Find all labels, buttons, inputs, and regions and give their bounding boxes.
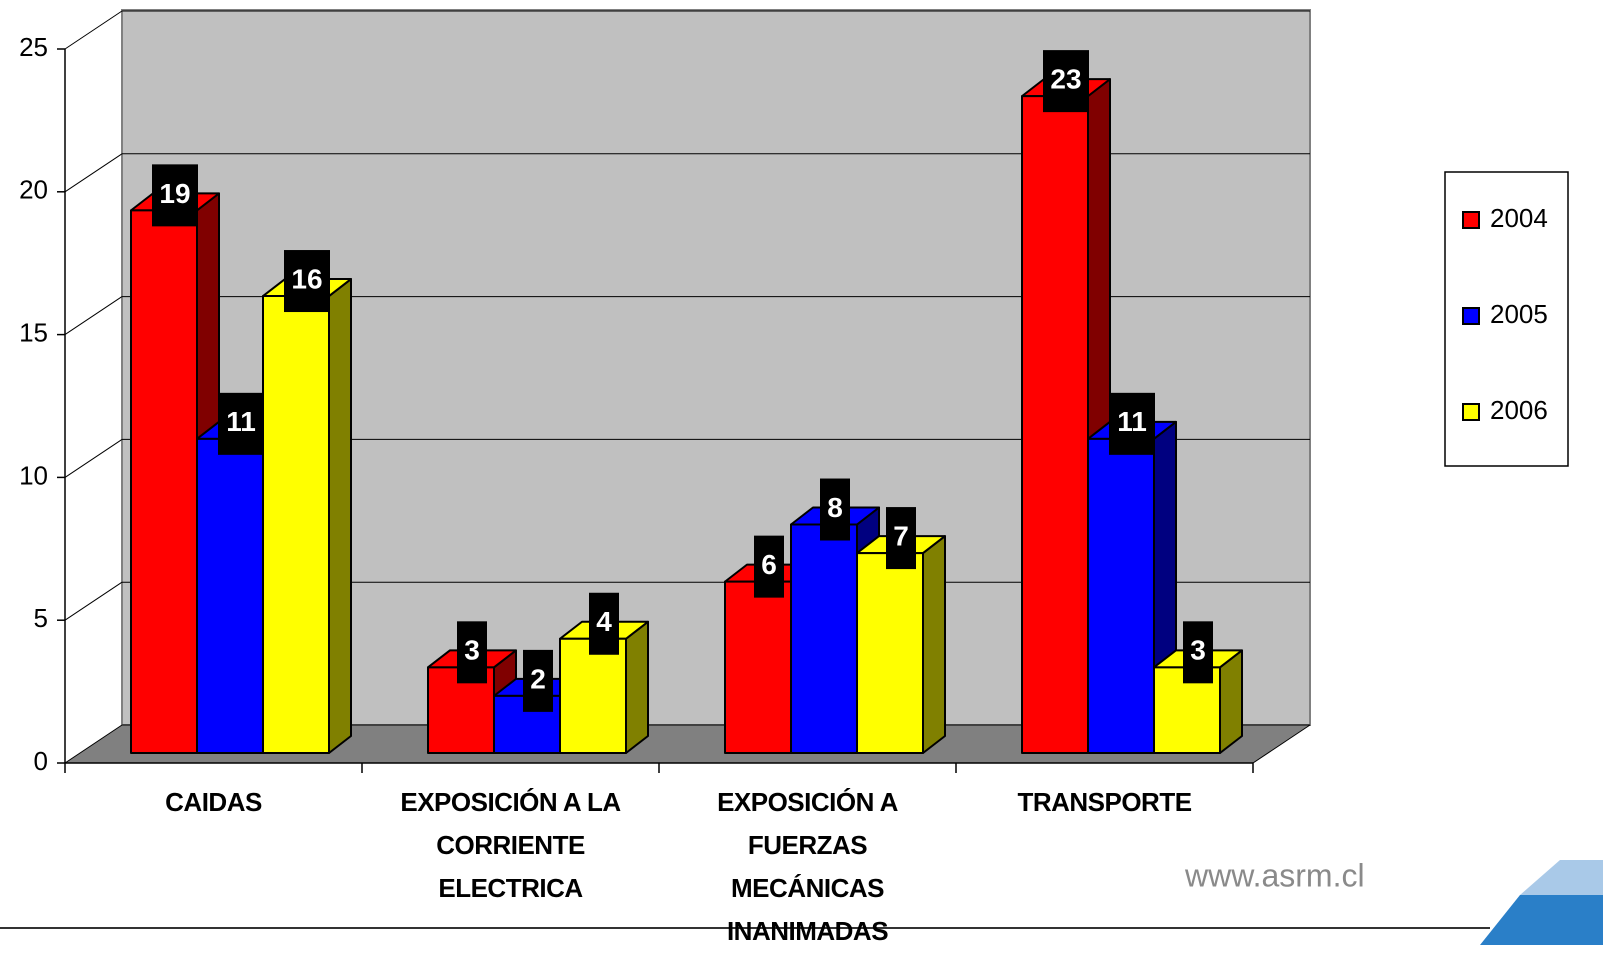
legend-swatch — [1462, 211, 1480, 229]
floor — [65, 725, 1310, 763]
data-label: 4 — [596, 606, 612, 637]
y-tick-label: 0 — [34, 746, 48, 776]
grid-line — [64, 438, 123, 478]
bar-side — [328, 278, 352, 754]
bar-side — [922, 535, 946, 754]
data-label: 16 — [291, 263, 322, 294]
grid-line — [64, 296, 123, 336]
bar — [559, 637, 627, 755]
bar — [262, 295, 330, 754]
data-label-box — [523, 649, 553, 712]
data-label: 3 — [464, 635, 480, 666]
bar-side — [625, 620, 649, 754]
x-tick-label: EXPOSICIÓN A LA CORRIENTE ELECTRICA — [400, 787, 621, 903]
bar — [856, 552, 924, 755]
data-label-box — [152, 164, 198, 227]
data-label-box — [886, 507, 916, 570]
grid-line — [64, 153, 123, 193]
y-tick-label: 25 — [19, 32, 48, 62]
bar — [196, 437, 264, 754]
bar — [790, 523, 858, 755]
watermark: www.asrm.cl — [1184, 857, 1365, 893]
data-label-box — [754, 535, 784, 598]
data-label-box — [457, 621, 487, 684]
legend-label: 2006 — [1490, 395, 1548, 425]
legend-swatch — [1462, 403, 1480, 421]
data-label-box — [284, 250, 330, 313]
legend-swatch — [1462, 307, 1480, 325]
data-label: 11 — [226, 406, 256, 437]
grid-line — [64, 724, 123, 764]
data-label-box — [1109, 392, 1155, 455]
y-tick-label: 15 — [19, 317, 48, 347]
data-label: 8 — [827, 492, 843, 523]
data-label: 23 — [1050, 64, 1081, 95]
data-label-box — [1043, 50, 1089, 113]
data-label-box — [589, 592, 619, 655]
data-label: 2 — [530, 663, 546, 694]
logo — [1520, 860, 1603, 895]
grid-line — [64, 10, 123, 50]
data-label-box — [820, 478, 850, 541]
data-label: 6 — [761, 549, 777, 580]
x-tick-label: EXPOSICIÓN A FUERZAS MECÁNICAS INANIMADA… — [717, 787, 898, 946]
x-tick-label: TRANSPORTE — [1017, 787, 1192, 817]
data-label: 7 — [893, 520, 909, 551]
y-tick-label: 20 — [19, 175, 48, 205]
legend-label: 2005 — [1490, 299, 1548, 329]
logo — [1480, 895, 1603, 945]
bar — [724, 580, 792, 755]
floor-edge — [1252, 724, 1311, 764]
y-tick-label: 10 — [19, 460, 48, 490]
y-tick-label: 5 — [34, 603, 48, 633]
bar — [1087, 437, 1155, 754]
grid-line — [64, 581, 123, 621]
legend-label: 2004 — [1490, 203, 1548, 233]
data-label: 11 — [1117, 406, 1147, 437]
data-label-box — [218, 392, 264, 455]
data-label: 3 — [1190, 635, 1206, 666]
data-label-box — [1183, 621, 1213, 684]
x-tick-label: CAIDAS — [165, 787, 262, 817]
bar — [130, 209, 198, 755]
data-label: 19 — [159, 178, 190, 209]
bar — [1021, 95, 1089, 755]
